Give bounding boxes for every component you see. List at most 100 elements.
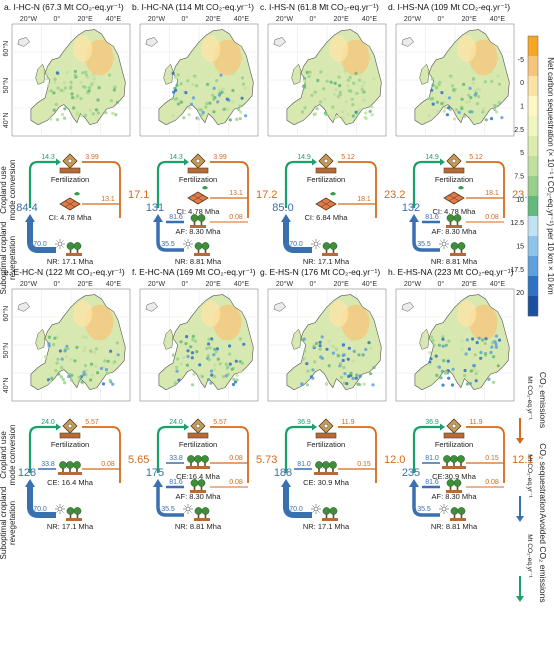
map-cell xyxy=(463,373,467,378)
fertilizer-dot-icon xyxy=(195,158,201,164)
map-cell xyxy=(81,71,85,75)
panel-title-total: 114 xyxy=(178,2,194,12)
map-cell xyxy=(216,357,220,361)
panel-title-paren: ( xyxy=(176,267,179,277)
fertilizer-dot-icon xyxy=(451,423,457,429)
soil-icon xyxy=(190,490,206,493)
colorbar-swatch xyxy=(528,176,538,197)
map-cell xyxy=(108,378,112,382)
legend-label: CO₂ sequestration xyxy=(538,443,548,513)
emission-value: 18.1 xyxy=(357,196,371,203)
map-cell xyxy=(88,85,92,90)
emission-arrow xyxy=(82,426,121,483)
map-cell xyxy=(301,357,305,361)
tree-trunk-icon xyxy=(62,467,64,472)
tree-trunk-icon xyxy=(193,220,196,225)
land-uk xyxy=(291,63,302,85)
map-cell xyxy=(467,93,471,97)
map-cell xyxy=(462,114,466,118)
map-cell xyxy=(337,75,341,79)
avoided-emission-arrow xyxy=(284,425,312,473)
map-cell xyxy=(99,366,103,371)
row-label-suboptimal: Suboptimal cropland xyxy=(0,222,8,295)
map-cell xyxy=(428,351,432,355)
map-cell xyxy=(221,375,225,379)
map-cell xyxy=(469,96,473,100)
map-cell xyxy=(89,378,93,382)
map-cell xyxy=(430,77,434,81)
map-cell xyxy=(179,82,183,86)
map-cell xyxy=(224,362,228,366)
map-cell xyxy=(356,382,360,386)
map-cell xyxy=(107,73,112,77)
legend-unit: Mt CO₂-eq.yr⁻¹ xyxy=(526,534,533,578)
map-cell xyxy=(210,337,214,341)
map-cell xyxy=(104,368,109,372)
tree-icon xyxy=(329,507,338,515)
map-cell xyxy=(344,100,348,104)
panel-title-paren: ( xyxy=(301,267,304,277)
map-cell xyxy=(491,380,496,384)
map-cell xyxy=(62,81,66,85)
arrowhead xyxy=(312,423,317,431)
map-cell xyxy=(228,344,232,348)
map-cell xyxy=(468,86,472,90)
sequestration-value: 81.6 xyxy=(425,214,439,221)
panel-title-total: 169 xyxy=(179,267,196,277)
map-cell xyxy=(452,117,456,121)
map-cell xyxy=(364,111,368,115)
map-cell xyxy=(90,373,95,377)
map-cell xyxy=(189,102,194,106)
map-cell xyxy=(191,82,195,87)
map-cell xyxy=(372,365,376,370)
map-cell xyxy=(346,78,350,82)
map-cell xyxy=(347,346,351,350)
map-cell xyxy=(346,357,350,361)
map-cell xyxy=(195,350,199,354)
map-cell xyxy=(475,102,480,106)
map-cell xyxy=(112,88,116,92)
map-cell xyxy=(187,113,191,117)
avoided-emission-arrow xyxy=(284,160,312,208)
emission-arrow xyxy=(210,426,249,483)
map-cell xyxy=(479,356,483,360)
map-cell xyxy=(238,104,242,108)
map-cell xyxy=(215,347,219,351)
map-cell xyxy=(494,345,498,349)
map-cell xyxy=(116,353,120,357)
panel-title-code: I-HS-NA xyxy=(397,2,431,12)
panel-title: e. E-HC-N (122 Mt CO₂-eq.yr⁻¹) xyxy=(4,267,125,277)
map-cell xyxy=(237,108,241,112)
panel-title-total: 122 xyxy=(48,267,65,277)
map-cell xyxy=(225,107,229,111)
map-cell xyxy=(489,70,493,74)
panel-title-unit: Mt CO₂-eq.yr⁻¹ xyxy=(196,267,253,277)
sequestration-arrow xyxy=(27,220,56,253)
map-cell xyxy=(90,362,94,366)
conversion-area-label: CI: 4.78 Mha xyxy=(49,213,93,222)
avoided-emission-arrow xyxy=(412,425,440,473)
map-cell xyxy=(75,94,80,98)
map-cell xyxy=(447,106,451,110)
panel-title-letter: b. xyxy=(132,2,141,12)
emission-value: 0.08 xyxy=(485,479,499,486)
map-cell xyxy=(367,341,371,345)
legend-label: Avoided CO₂ emissions xyxy=(538,513,548,602)
row-label-cropland: Cropland use xyxy=(0,166,8,214)
map-cell xyxy=(70,373,74,377)
map-cell xyxy=(445,113,449,117)
lon-tick-label: 20°E xyxy=(462,15,478,23)
map-cell xyxy=(53,77,57,81)
map-cell xyxy=(65,70,69,75)
map-cell xyxy=(436,109,440,113)
map-cell xyxy=(231,100,235,104)
sequestration-arrow xyxy=(283,220,312,253)
map-cell xyxy=(347,374,351,378)
map-cell xyxy=(175,365,179,370)
map-cell xyxy=(429,357,433,361)
panel-title-close: ) xyxy=(377,267,380,277)
map-cell xyxy=(311,368,315,372)
total-sequestration-value: 128 xyxy=(18,467,36,479)
map-cell xyxy=(63,381,67,385)
